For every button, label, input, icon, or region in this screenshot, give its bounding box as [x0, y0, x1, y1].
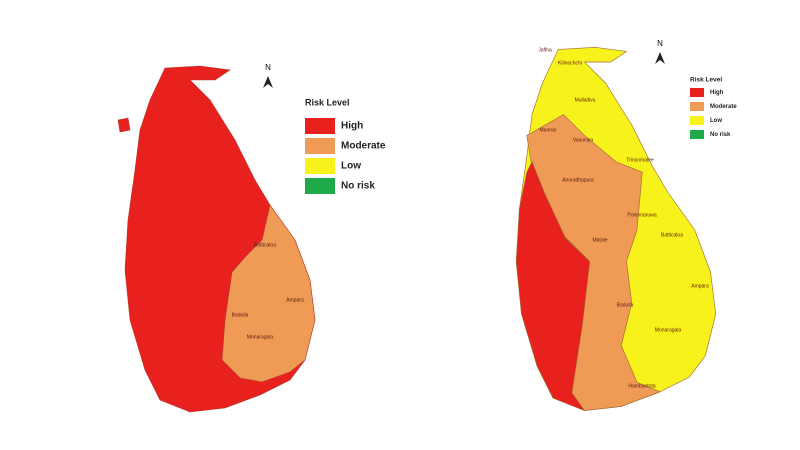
legend-label: No risk [710, 132, 731, 138]
district-label: Mannar [540, 127, 557, 133]
district-label: Jaffna [538, 47, 552, 53]
legend-swatch [305, 158, 335, 174]
region-moderate [526, 114, 661, 411]
legend-swatch [305, 118, 335, 134]
legend-swatch [305, 178, 335, 194]
district-label: Monaragala [655, 327, 682, 333]
region-moderate [221, 204, 316, 383]
map-right [515, 46, 717, 412]
legend-label: No risk [341, 181, 375, 192]
district-label: Badulla [232, 312, 249, 318]
legend-swatch [690, 102, 704, 111]
north-label: N [657, 39, 663, 48]
north-arrow [263, 76, 273, 88]
legend-swatch [690, 88, 704, 97]
district-label: Polonnaruwa [627, 212, 656, 218]
legend-swatch [305, 138, 335, 154]
legend-label: High [710, 90, 724, 96]
district-label: Batticaloa [661, 232, 683, 238]
district-label: Hambantota [628, 383, 655, 389]
district-label: Matale [592, 237, 607, 243]
legend-label: Low [341, 161, 361, 172]
legend-swatch [690, 130, 704, 139]
coast-fragment [117, 117, 131, 133]
legend-label: Moderate [341, 141, 386, 152]
district-label: Mullaitivu [575, 97, 596, 103]
legend-swatch [690, 116, 704, 125]
legend-label: Moderate [710, 104, 737, 110]
district-label: Kilinochchi [558, 60, 582, 66]
district-label: Monaragala [247, 334, 274, 340]
north-arrow-left: N [263, 63, 273, 88]
district-label: Trincomalee [626, 157, 654, 163]
district-label: Ampara [286, 297, 304, 303]
district-label: Anuradhapura [562, 177, 594, 183]
district-label: Vavuniya [573, 137, 593, 143]
north-arrow [655, 52, 665, 64]
north-label: N [265, 63, 271, 72]
district-label: Batticaloa [254, 242, 276, 248]
region-high [515, 160, 591, 412]
district-label: Ampara [691, 283, 709, 289]
legend-title: Risk Level [305, 97, 350, 107]
district-label: Badulla [617, 302, 634, 308]
legend-title: Risk Level [690, 77, 722, 84]
legend-label: Low [710, 118, 722, 124]
legend-label: High [341, 121, 363, 132]
north-arrow-right: N [655, 39, 665, 64]
map-left [117, 65, 316, 413]
overlay: Risk Level High Moderate Low No risk Battical… [232, 47, 738, 389]
